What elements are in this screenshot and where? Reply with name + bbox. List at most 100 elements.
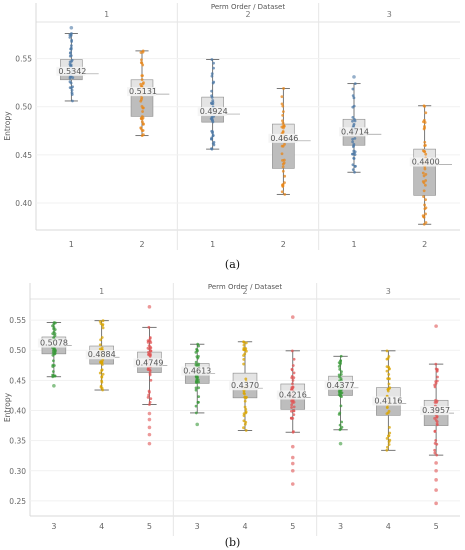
data-point <box>422 189 426 193</box>
data-point <box>194 375 198 379</box>
x-tick-label: 4 <box>99 522 104 531</box>
median-label: 0.4377 <box>327 381 355 390</box>
median-label: 0.4884 <box>88 350 116 359</box>
data-point <box>68 80 72 84</box>
median-label: 0.4370 <box>231 381 259 390</box>
median-label: 0.5078 <box>40 339 68 348</box>
data-point <box>142 81 145 85</box>
data-point <box>385 437 389 440</box>
data-point <box>51 332 55 336</box>
y-tick-label: 0.55 <box>9 316 26 325</box>
data-point <box>292 371 296 375</box>
data-point <box>281 169 285 173</box>
data-point <box>100 369 104 372</box>
data-point <box>210 147 214 151</box>
data-point <box>147 350 150 354</box>
median-label-bg <box>133 358 163 368</box>
data-point <box>243 395 247 399</box>
data-point <box>242 362 245 366</box>
data-point <box>352 156 356 160</box>
data-point <box>385 357 389 361</box>
data-point <box>243 405 247 409</box>
data-point <box>340 370 343 374</box>
data-point <box>243 392 246 396</box>
data-point <box>338 428 342 432</box>
outlier-point <box>434 461 438 465</box>
data-point <box>424 212 427 216</box>
data-point <box>281 121 285 125</box>
outlier-point <box>52 384 56 388</box>
data-point <box>139 82 143 86</box>
median-label: 0.4749 <box>136 358 164 367</box>
data-point <box>424 198 428 202</box>
data-point <box>244 411 248 415</box>
data-point <box>351 87 355 91</box>
data-point <box>210 74 214 78</box>
data-point <box>339 361 342 365</box>
data-point <box>211 142 215 145</box>
data-point <box>351 105 355 109</box>
data-point <box>351 140 355 144</box>
outlier-point <box>147 425 152 430</box>
data-point <box>435 379 439 383</box>
outlier-point <box>290 482 295 486</box>
data-point <box>423 124 426 128</box>
median-label-bg <box>85 350 115 360</box>
data-point <box>146 395 150 399</box>
data-point <box>351 119 354 123</box>
data-point <box>387 434 390 438</box>
data-point <box>148 371 152 375</box>
data-point <box>100 375 104 379</box>
data-point <box>351 163 355 167</box>
data-point <box>291 401 294 405</box>
data-point <box>433 430 437 433</box>
y-tick-label: 0.55 <box>15 55 32 64</box>
data-point <box>424 206 428 210</box>
data-point <box>101 323 105 326</box>
median-label-bg <box>181 366 211 376</box>
data-point <box>141 49 145 53</box>
data-point <box>140 61 144 65</box>
y-axis-title: Entropy <box>3 111 12 141</box>
data-point <box>101 358 105 362</box>
data-point <box>337 373 341 377</box>
group-label: 3 <box>386 287 391 296</box>
outlier-point <box>147 441 152 446</box>
data-point <box>70 32 73 35</box>
data-point <box>353 82 357 86</box>
outlier-point <box>434 501 438 506</box>
data-point <box>291 416 295 420</box>
data-point <box>291 379 295 382</box>
data-point <box>282 126 285 130</box>
data-point <box>385 369 389 373</box>
median-label-bg <box>127 87 157 97</box>
outlier-point <box>69 25 74 30</box>
data-point <box>148 400 152 404</box>
data-point <box>422 195 425 199</box>
data-point <box>243 399 247 403</box>
data-point <box>140 134 144 138</box>
data-point <box>386 445 389 449</box>
group-label: 1 <box>99 287 104 296</box>
data-point <box>422 127 426 131</box>
data-point <box>52 327 56 331</box>
data-point <box>282 161 286 165</box>
data-point <box>100 363 104 366</box>
data-point <box>98 320 102 323</box>
x-tick-label: 2 <box>281 240 286 249</box>
data-point <box>244 429 248 432</box>
data-point <box>141 110 144 113</box>
median-label-bg <box>409 157 439 167</box>
median-label: 0.5342 <box>58 67 86 76</box>
data-point <box>98 371 102 375</box>
outlier-point <box>147 305 152 309</box>
data-point <box>210 94 213 98</box>
data-point <box>211 134 215 137</box>
data-point <box>148 403 151 406</box>
outlier-point <box>290 444 295 449</box>
outlier-point <box>290 455 295 460</box>
data-point <box>100 379 104 383</box>
data-point <box>387 373 391 376</box>
data-point <box>387 382 391 386</box>
data-point <box>290 368 294 372</box>
